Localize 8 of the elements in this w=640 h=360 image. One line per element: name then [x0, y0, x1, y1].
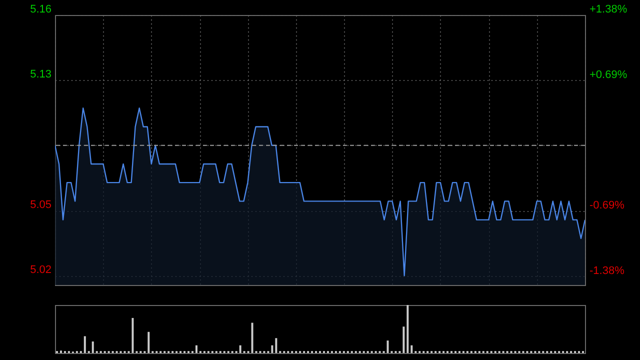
y-tick-label: 5.16 — [30, 4, 52, 16]
y2-tick-label: -0.69% — [590, 200, 625, 212]
y-tick-label: 5.13 — [30, 68, 52, 81]
y2-tick-label: -1.38% — [590, 264, 625, 277]
y2-tick-label: +0.69% — [590, 68, 628, 81]
y-tick-label: 5.05 — [30, 199, 52, 212]
y-tick-label: 5.02 — [30, 264, 52, 276]
y2-tick-label: +1.38% — [590, 4, 628, 16]
